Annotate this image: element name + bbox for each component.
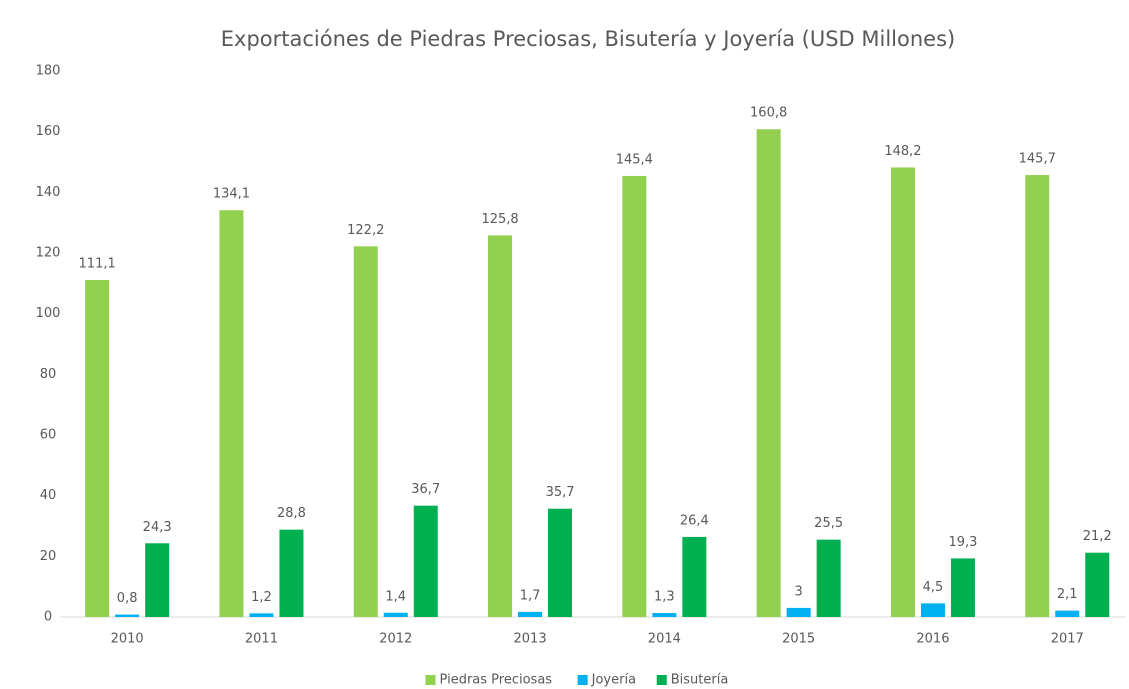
chart-title: Exportaciónes de Piedras Preciosas, Bisu… — [221, 27, 955, 51]
bar — [622, 175, 647, 617]
legend-label: Joyería — [591, 673, 636, 688]
bar — [383, 612, 408, 617]
value-label: 0,8 — [117, 591, 138, 606]
value-label: 1,2 — [251, 590, 272, 605]
y-tick-label: 100 — [36, 306, 61, 321]
x-tick-label: 2012 — [379, 632, 412, 647]
value-label: 122,2 — [347, 223, 384, 238]
bar — [652, 613, 677, 617]
bar — [786, 607, 811, 617]
bar — [115, 614, 140, 617]
legend-swatch — [577, 675, 588, 685]
value-label: 3 — [795, 584, 803, 599]
value-label: 111,1 — [79, 256, 116, 271]
value-label: 1,7 — [520, 588, 541, 603]
value-label: 35,7 — [546, 485, 575, 500]
legend-swatch — [656, 675, 667, 685]
x-tick-label: 2014 — [648, 632, 681, 647]
value-label: 36,7 — [411, 482, 440, 497]
bar — [518, 611, 543, 617]
bar — [548, 508, 573, 617]
value-label: 1,3 — [654, 590, 675, 605]
legend-swatch — [425, 675, 436, 685]
value-label: 25,5 — [814, 516, 843, 531]
value-label: 1,4 — [385, 589, 406, 604]
legend-label: Piedras Preciosas — [440, 673, 553, 688]
bar — [1055, 610, 1080, 617]
bar — [413, 505, 438, 617]
legend-label: Bisutería — [671, 673, 729, 688]
value-label: 145,7 — [1019, 152, 1056, 167]
value-label: 125,8 — [481, 212, 518, 227]
value-label: 148,2 — [884, 144, 921, 159]
bar — [145, 543, 170, 617]
bar — [682, 536, 707, 617]
bar — [890, 167, 915, 617]
value-label: 28,8 — [277, 506, 306, 521]
value-label: 2,1 — [1057, 587, 1078, 602]
y-tick-label: 120 — [36, 246, 61, 261]
x-tick-label: 2015 — [782, 632, 815, 647]
y-tick-label: 60 — [40, 428, 57, 443]
y-tick-label: 40 — [40, 488, 57, 503]
bar — [920, 603, 945, 617]
value-label: 145,4 — [616, 152, 653, 167]
value-label: 19,3 — [948, 535, 977, 550]
bar — [756, 129, 781, 618]
y-tick-label: 140 — [36, 185, 61, 200]
x-tick-label: 2017 — [1051, 632, 1084, 647]
value-label: 4,5 — [923, 580, 944, 595]
x-tick-label: 2010 — [111, 632, 144, 647]
bar — [219, 210, 244, 618]
bar — [1085, 552, 1110, 617]
bar — [249, 613, 274, 617]
value-label: 26,4 — [680, 513, 709, 528]
bar — [816, 539, 841, 617]
bar — [488, 235, 513, 617]
y-tick-label: 20 — [40, 549, 57, 564]
value-label: 21,2 — [1083, 529, 1112, 544]
value-label: 24,3 — [143, 520, 172, 535]
bar — [950, 558, 975, 617]
bar — [353, 246, 378, 617]
y-tick-label: 160 — [36, 124, 61, 139]
value-label: 134,1 — [213, 187, 250, 202]
y-tick-label: 180 — [36, 64, 61, 79]
x-tick-label: 2016 — [916, 632, 949, 647]
bar — [1025, 175, 1050, 617]
x-tick-label: 2011 — [245, 632, 278, 647]
bar — [85, 279, 110, 617]
y-tick-label: 80 — [40, 367, 57, 382]
x-tick-label: 2013 — [514, 632, 547, 647]
value-label: 160,8 — [750, 106, 787, 121]
bar — [279, 529, 304, 617]
y-tick-label: 0 — [44, 610, 52, 625]
